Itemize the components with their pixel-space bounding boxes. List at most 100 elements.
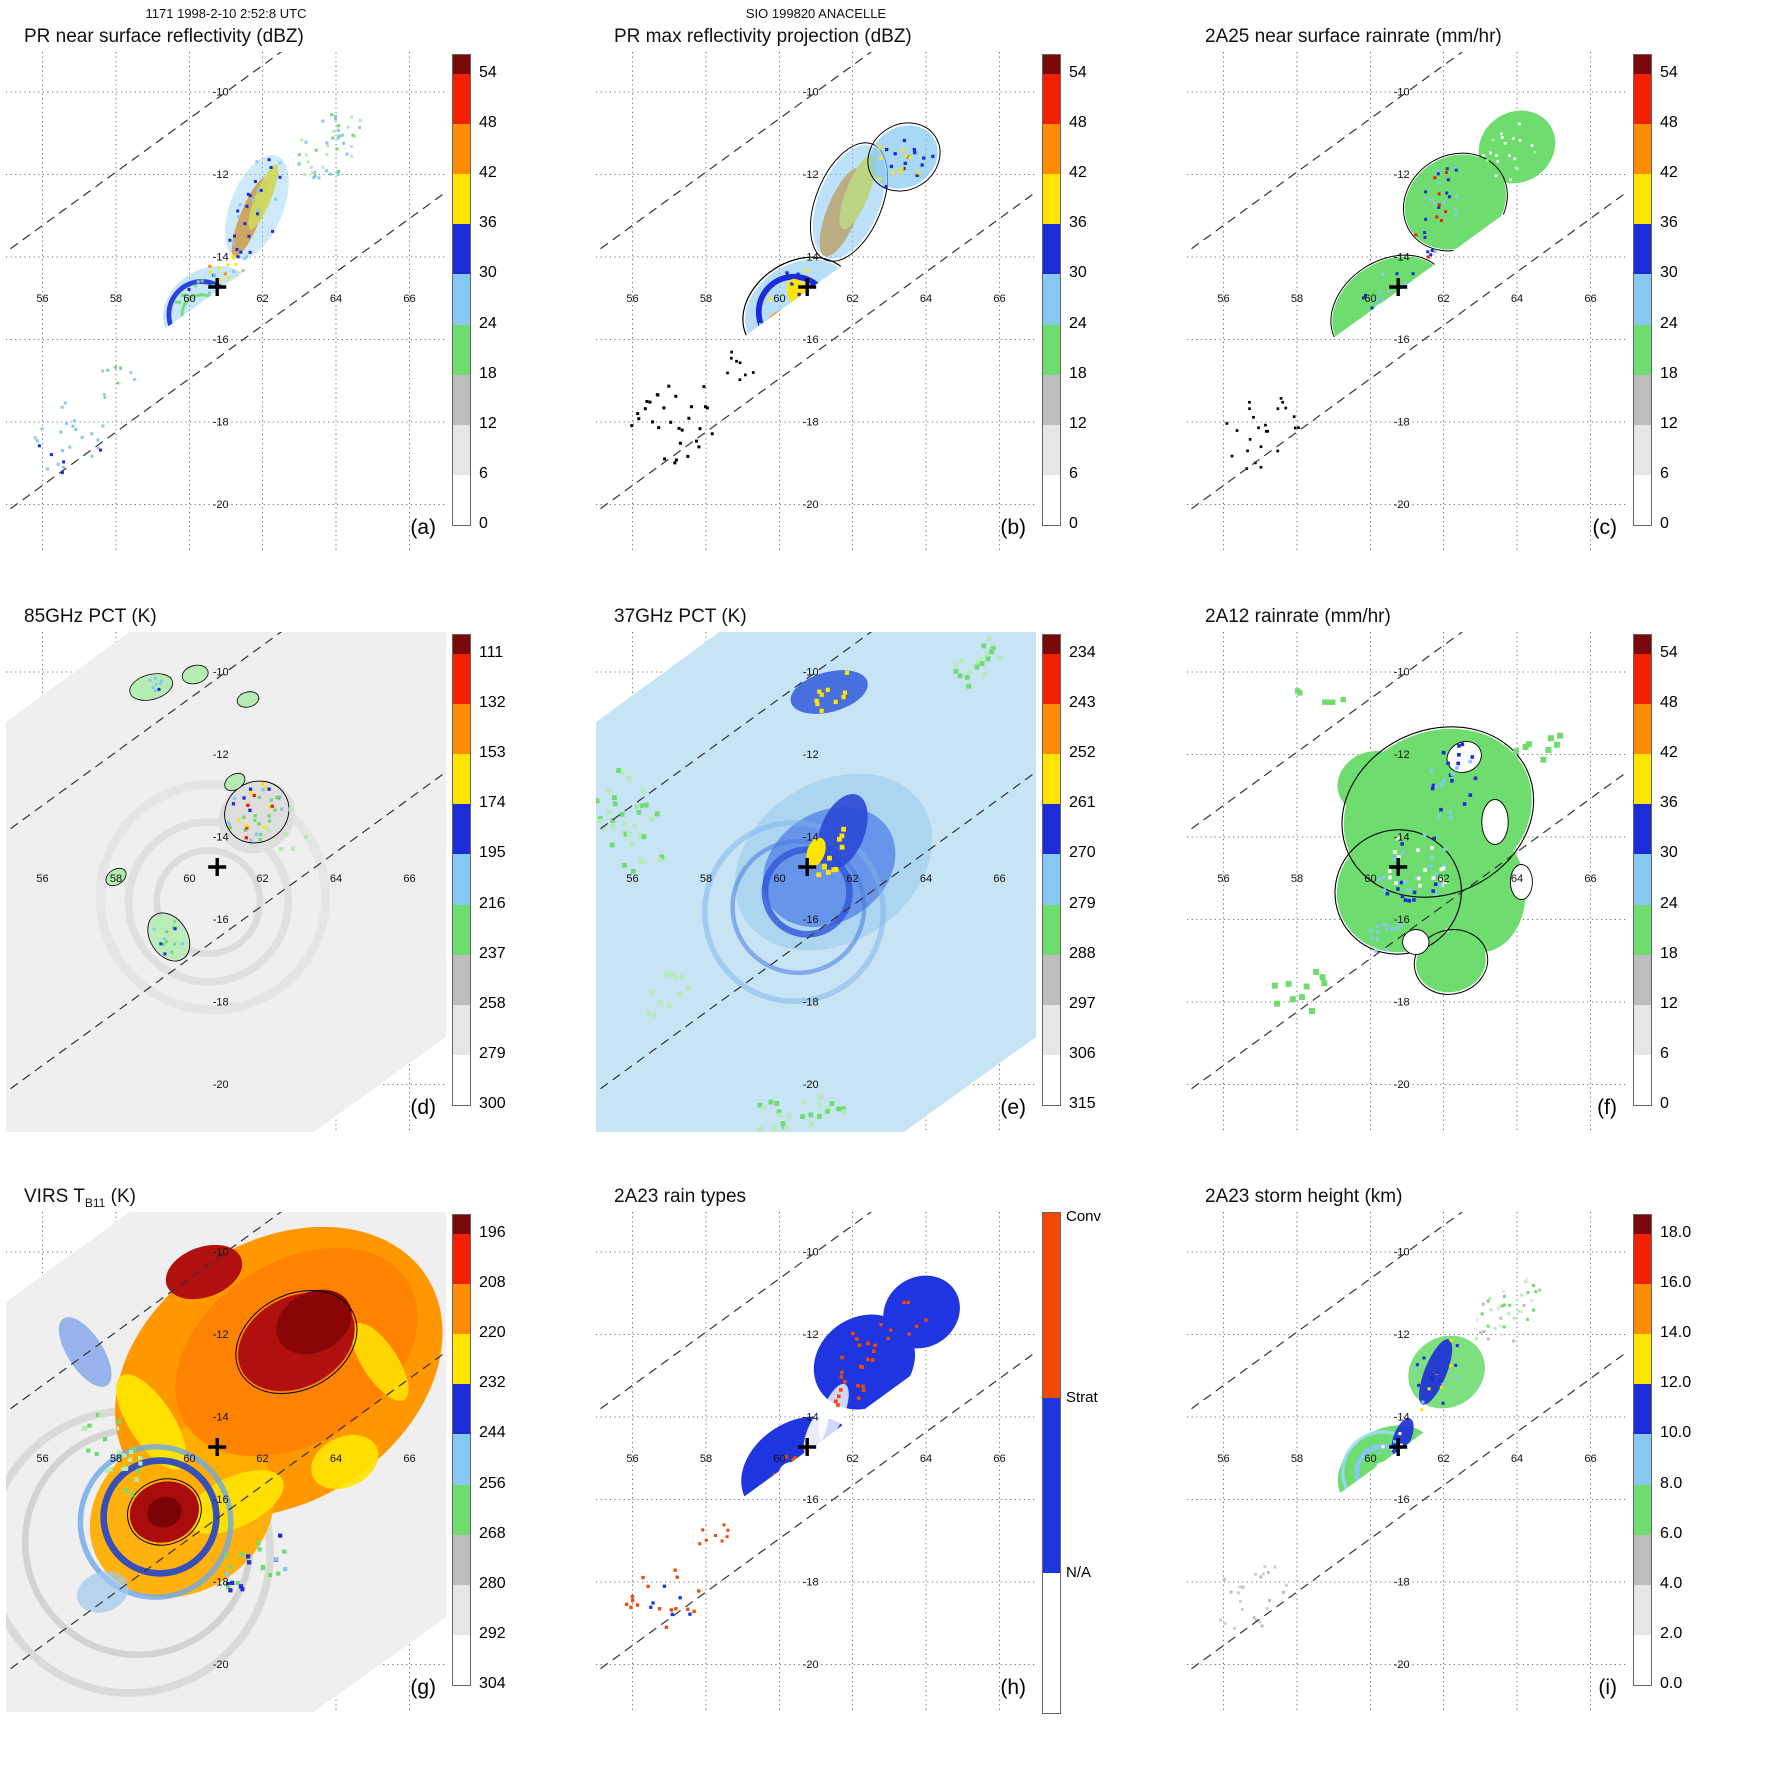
map-speckle: [816, 872, 822, 878]
map-speckle: [1447, 195, 1451, 199]
colorbar-segment: [1634, 754, 1651, 805]
grid-labels: 56 58 60 62 64 66 -10 -12 -14 -16 -18 -20: [36, 667, 415, 1092]
map-speckle: [90, 432, 94, 436]
map-speckle: [906, 1300, 910, 1304]
lat-label: -12: [213, 169, 229, 181]
map-speckle: [1273, 1565, 1277, 1569]
colorbar-segment: [453, 74, 470, 125]
map-speckle: [1509, 178, 1512, 182]
data-layer: [6, 1212, 446, 1712]
colorbar-tick: 153: [479, 744, 506, 762]
colorbar-tick: 18.0: [1660, 1224, 1692, 1241]
map-speckle: [1401, 1481, 1405, 1485]
map-speckle: [1297, 426, 1300, 429]
map-speckle: [690, 405, 693, 409]
map-speckle: [758, 1126, 764, 1132]
map-speckle: [1443, 880, 1447, 884]
map-speckle: [659, 854, 665, 860]
map-speckle: [1423, 196, 1427, 200]
map-speckle: [1319, 974, 1326, 981]
map-speckle: [245, 826, 249, 830]
colorbar-segment: [1634, 374, 1651, 425]
map-speckle: [630, 868, 636, 874]
swath-field: [6, 632, 446, 1132]
map-speckle: [351, 133, 355, 137]
colorbar-segment: [1634, 474, 1651, 525]
map-speckle: [309, 165, 313, 169]
colorbar-segment: [1634, 904, 1651, 955]
map-speckle: [1422, 1356, 1426, 1360]
map-speckle: [1482, 1330, 1486, 1333]
map-speckle: [780, 1121, 786, 1126]
colorbar-tick: 279: [479, 1044, 506, 1062]
panel-letter: (c): [1593, 516, 1618, 539]
colorbar-tick: 12: [479, 414, 497, 432]
map-speckle: [275, 795, 279, 799]
map-speckle: [1530, 1299, 1534, 1302]
colorbar-bar: [1042, 634, 1061, 1106]
map-speckle: [1434, 872, 1439, 876]
map-speckle: [256, 209, 260, 213]
data-layer: [1271, 688, 1563, 1014]
map-speckles: [81, 1412, 143, 1497]
map-speckle: [1507, 1312, 1511, 1316]
map-speckles: [266, 807, 308, 852]
map-speckle: [1517, 1309, 1521, 1313]
lat-label: -14: [213, 1412, 229, 1424]
colorbar-segment: [1043, 1213, 1060, 1398]
map-speckle: [964, 675, 970, 680]
map-speckle: [916, 171, 920, 175]
grid-labels: 56 58 60 62 64 66 -10 -12 -14 -16 -18 -20: [36, 87, 415, 512]
swath-edge-line: [1187, 1351, 1627, 1673]
map-speckle: [669, 420, 673, 424]
colorbar-segment: [453, 1584, 470, 1635]
map-speckle: [180, 942, 184, 946]
map-speckle: [646, 1010, 651, 1016]
map-speckles: [624, 1568, 701, 1629]
colorbar-segment: [1634, 1004, 1651, 1055]
map-blob: [236, 691, 260, 708]
map-speckle: [259, 832, 263, 837]
map-speckle: [116, 381, 120, 385]
colorbar-tick: 132: [479, 694, 506, 712]
map-speckle: [65, 422, 68, 425]
map-speckle: [1455, 766, 1459, 770]
map-speckle: [686, 985, 691, 990]
storm-center-cross: [1389, 858, 1408, 876]
map-speckle: [979, 661, 985, 667]
map-speckle: [180, 293, 184, 297]
map-speckle: [1512, 137, 1515, 140]
map-speckle: [643, 407, 647, 411]
swath-edge-line: [596, 1212, 873, 1413]
map-speckle: [879, 156, 883, 160]
map-speckle: [325, 153, 329, 156]
map-speckle: [811, 317, 815, 321]
map-speckle: [1225, 422, 1229, 425]
colorbar-tick: 237: [479, 944, 506, 962]
map-speckle: [626, 775, 632, 781]
map-speckle: [1449, 1364, 1453, 1368]
colorbar-e: 234 243 252 261 270 279 288 297 306 315: [1042, 634, 1177, 1114]
map-speckle: [350, 155, 354, 159]
map-speckle: [61, 465, 65, 469]
map-speckle: [794, 316, 798, 320]
colorbar-segment: [1634, 654, 1651, 705]
map-speckle: [651, 1601, 655, 1605]
map-speckle: [720, 1539, 724, 1543]
map-speckle: [1439, 1385, 1443, 1389]
map-speckle: [792, 293, 796, 298]
map-speckle: [258, 838, 262, 842]
map-speckle: [1455, 195, 1459, 199]
panel-title: 2A23 storm height (km): [1205, 1186, 1402, 1210]
map-speckle: [635, 804, 641, 809]
map-speckle: [257, 1547, 262, 1552]
map-speckles: [814, 826, 846, 878]
map-speckle: [1389, 311, 1393, 314]
map-speckle: [1285, 980, 1292, 987]
map-speckle: [667, 384, 671, 388]
map-speckle: [1393, 1440, 1396, 1444]
map-speckle: [1488, 1296, 1492, 1300]
map-speckle: [157, 687, 161, 691]
map-speckle: [959, 658, 965, 664]
swath-edge-line: [1187, 1212, 1464, 1413]
